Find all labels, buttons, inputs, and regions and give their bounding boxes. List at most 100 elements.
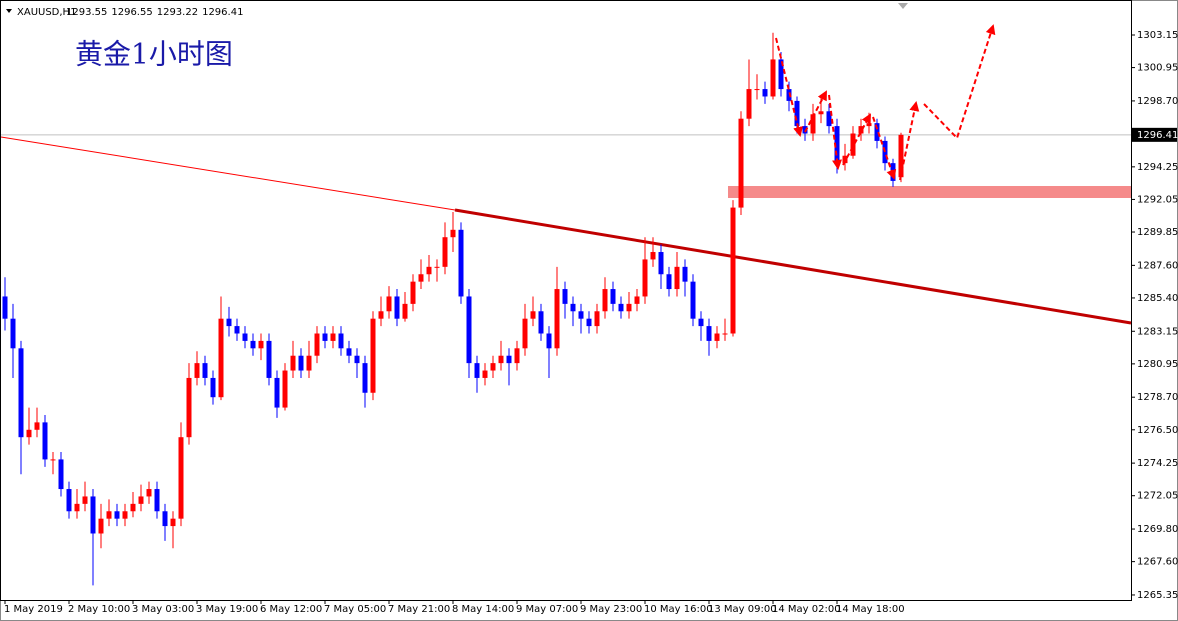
candle-body	[498, 355, 504, 364]
candle-body	[722, 333, 728, 335]
arrow	[828, 94, 842, 170]
candle-body	[146, 489, 152, 497]
x-tick-label: 8 May 14:00	[452, 604, 514, 615]
candle-body	[410, 281, 416, 304]
candle-body	[186, 377, 192, 438]
candle-body	[178, 437, 184, 519]
candle-body	[138, 496, 144, 504]
candle-body	[802, 126, 808, 134]
y-tick-label: 1287.60	[1137, 260, 1178, 271]
candle-body	[202, 363, 208, 378]
candle-body	[650, 252, 656, 260]
candle-body	[602, 289, 608, 312]
candle-body	[442, 237, 448, 267]
candle-body	[42, 422, 48, 460]
x-tick-label: 9 May 23:00	[580, 604, 642, 615]
candle-body	[74, 503, 80, 512]
candle-body	[370, 318, 376, 393]
y-tick-label: 1292.05	[1137, 194, 1178, 205]
candle-body	[2, 296, 8, 319]
y-tick-label: 1303.15	[1137, 30, 1178, 41]
candle-body	[682, 266, 688, 282]
candle-body	[738, 118, 744, 208]
forecast-arrows	[775, 24, 996, 181]
candle-body	[330, 333, 336, 341]
candle-body	[218, 318, 224, 398]
candle-body	[194, 363, 200, 378]
candle-body	[698, 318, 704, 327]
y-tick-label: 1300.95	[1137, 63, 1178, 74]
candle-body	[426, 266, 432, 275]
candle-body	[282, 370, 288, 408]
header-close: 1296.41	[202, 7, 243, 18]
candle-body	[874, 123, 880, 141]
candle-body	[858, 126, 864, 134]
y-tick-label: 1289.85	[1137, 227, 1178, 238]
candle-body	[338, 333, 344, 349]
y-tick-label: 1276.50	[1137, 425, 1178, 436]
candle-body	[618, 303, 624, 312]
candle-body	[666, 274, 672, 290]
x-tick-label: 3 May 03:00	[132, 604, 194, 615]
candle-body	[130, 503, 136, 512]
x-tick-label: 2 May 10:00	[68, 604, 130, 615]
candle-body	[706, 326, 712, 341]
trend-line	[454, 208, 1132, 325]
candle-body	[298, 355, 304, 371]
candle-body	[106, 511, 112, 519]
candle-body	[842, 155, 848, 164]
y-tick-label: 1285.40	[1137, 293, 1178, 304]
candle-body	[210, 377, 216, 398]
candle-body	[818, 111, 824, 115]
candle-body	[314, 333, 320, 356]
candle-body	[898, 134, 904, 178]
candle-body	[762, 89, 768, 97]
candle-body	[562, 289, 568, 304]
candle-body	[10, 318, 16, 349]
candle-body	[162, 511, 168, 527]
candle-body	[794, 100, 800, 127]
candle-body	[258, 340, 264, 349]
candle-body	[354, 355, 360, 364]
x-tick-label: 1 May 2019	[4, 604, 63, 615]
candle-body	[82, 496, 88, 504]
candle-body	[450, 229, 456, 238]
candle-body	[154, 489, 160, 512]
candle-body	[866, 123, 872, 127]
x-tick-label: 9 May 07:00	[516, 604, 578, 615]
candle-body	[658, 252, 664, 275]
candle-body	[434, 266, 440, 268]
candle-body	[98, 518, 104, 534]
x-tick-label: 14 May 02:00	[772, 604, 841, 615]
candle-body	[610, 289, 616, 304]
candle-body	[90, 496, 96, 534]
header-low: 1293.22	[157, 7, 198, 18]
current-price-box	[1131, 127, 1177, 142]
candle-body	[546, 333, 552, 349]
candle-body	[290, 355, 296, 371]
candle-body	[66, 489, 72, 512]
candle-body	[674, 266, 680, 290]
plot-border	[0, 0, 1132, 601]
candle-body	[306, 355, 312, 371]
candle-body	[786, 89, 792, 101]
candle-body	[18, 348, 24, 438]
candle-body	[386, 296, 392, 312]
x-tick-label: 14 May 18:00	[836, 604, 905, 615]
x-tick-label: 7 May 21:00	[388, 604, 450, 615]
shift-marker	[898, 3, 908, 9]
candle-body	[594, 311, 600, 327]
candle-body	[394, 296, 400, 319]
y-tick-label: 1294.25	[1137, 162, 1178, 173]
candle-body	[810, 114, 816, 134]
candle-body	[362, 363, 368, 393]
header-open: 1293.55	[66, 7, 107, 18]
candle-body	[226, 318, 232, 327]
candle-body	[34, 422, 40, 430]
arrow	[872, 116, 897, 180]
candle-body	[346, 348, 352, 356]
chart-title: 黄金1小时图	[75, 38, 233, 71]
candle-body	[882, 140, 888, 164]
menu-marker	[6, 9, 12, 13]
